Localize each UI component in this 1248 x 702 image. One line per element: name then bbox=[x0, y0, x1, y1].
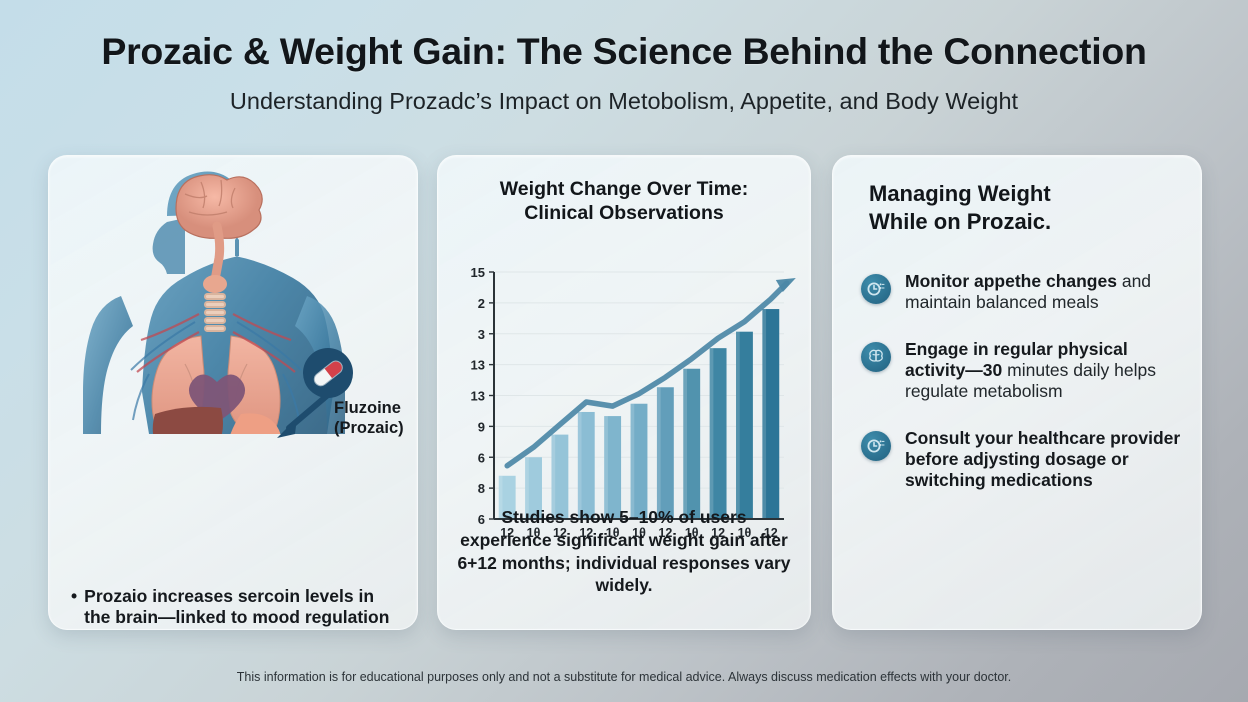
chart-bar bbox=[604, 416, 622, 519]
chart-y-tick-label: 15 bbox=[471, 265, 485, 280]
chart-bar bbox=[656, 387, 674, 519]
tip-text: Engage in regular physical activity—30 m… bbox=[905, 339, 1185, 403]
callout-label-line2: (Prozaic) bbox=[334, 419, 404, 438]
chart-trend-line bbox=[504, 280, 790, 469]
tip-text-bold: Engage in regular physical activity—30 bbox=[905, 338, 1128, 381]
card-mechanism: Fluzoine (Prozaic) • Prozaio increases s… bbox=[48, 155, 418, 630]
callout-label-line1: Fluzoine bbox=[334, 399, 401, 417]
chart-bar bbox=[525, 457, 542, 519]
management-tip-list: Monitor appethe changes and maintain bal… bbox=[861, 271, 1185, 517]
chart-x-tick-label: 1θ bbox=[606, 526, 620, 540]
chart-x-tick-label: 12 bbox=[711, 526, 725, 540]
tip-text-rest: and maintain balanced meals bbox=[905, 271, 1152, 313]
chart-x-tick-label: 1θ bbox=[527, 526, 541, 540]
chart-y-tick-label: 8 bbox=[478, 481, 485, 496]
bullet-text: Prozaio increases sercoin levels in the … bbox=[84, 586, 390, 629]
list-item: Monitor appethe changes and maintain bal… bbox=[861, 271, 1185, 314]
chart-bar bbox=[551, 434, 569, 519]
weight-change-bar-chart: 15 2 3 13 13 9 6 8 6 12 1θ 12 12 1θ 1θ 12 1θ 12 1θ 12 bbox=[452, 264, 796, 549]
chart-bar bbox=[709, 348, 727, 519]
tip-text-bold: Consult your healthcare provider before … bbox=[905, 427, 1181, 491]
chart-bar bbox=[762, 309, 780, 519]
callout-label: Fluzoine (Prozaic) bbox=[334, 398, 404, 438]
chart-bar bbox=[498, 475, 516, 519]
management-title: Managing Weight While on Prozaic. bbox=[869, 180, 1179, 235]
chart-x-tick-label: 12 bbox=[553, 526, 567, 540]
chart-x-tick-label: 1θ bbox=[738, 526, 752, 540]
callout-arrow-icon bbox=[277, 391, 332, 438]
page-title: Prozaic & Weight Gain: The Science Behin… bbox=[101, 30, 1147, 72]
pill-capsule-icon bbox=[303, 348, 353, 398]
list-item: Engage in regular physical activity—30 m… bbox=[861, 339, 1185, 403]
chart-x-tick-label: 12 bbox=[579, 526, 593, 540]
management-title-line1: Managing Weight bbox=[869, 181, 1051, 206]
chart-bar bbox=[736, 331, 753, 519]
mechanism-bullet-list: • Prozaio increases sercoin levels in th… bbox=[71, 586, 401, 629]
management-title-line2: While on Prozaic. bbox=[869, 208, 1052, 234]
chart-title: Weight Change Over Time: Clinical Observ… bbox=[456, 178, 792, 226]
human-anatomy-illustration bbox=[49, 164, 417, 473]
chart-trend-arrowhead bbox=[775, 278, 796, 293]
page-subtitle: Understanding Prozadc’s Impact on Metobo… bbox=[229, 88, 1019, 114]
card-management: Managing Weight While on Prozaic. Monito… bbox=[832, 155, 1202, 630]
chart-bar bbox=[630, 403, 648, 519]
tip-text: Consult your healthcare provider before … bbox=[905, 428, 1185, 492]
chart-bar bbox=[577, 411, 595, 519]
chart-caption: Studies show 5–10% of users experience s… bbox=[457, 507, 791, 596]
chart-title-line2: Clinical Observations bbox=[524, 201, 724, 224]
tip-text-bold: Monitor appethe changes bbox=[905, 271, 1117, 291]
chart-y-tick-label: 6 bbox=[478, 512, 485, 527]
tip-text: Monitor appethe changes and maintain bal… bbox=[905, 271, 1185, 314]
tip-text-rest: minutes daily helps regulate metabolism bbox=[905, 360, 1156, 402]
chart-y-tick-label: 9 bbox=[478, 419, 485, 434]
clock-checklist-icon bbox=[861, 274, 891, 304]
brain-icon bbox=[861, 341, 891, 372]
chart-bar bbox=[683, 368, 701, 519]
list-item: • Prozaio increases sercoin levels in th… bbox=[71, 586, 401, 629]
list-item: Consult your healthcare provider before … bbox=[861, 428, 1185, 492]
chart-x-tick-label: 1θ bbox=[632, 526, 646, 540]
chart-x-tick-label: 1θ bbox=[685, 526, 699, 540]
chart-y-tick-label: 6 bbox=[478, 450, 485, 465]
chart-title-line1: Weight Change Over Time: bbox=[499, 178, 749, 200]
footer-disclaimer: This information is for educational purp… bbox=[236, 670, 1012, 684]
chart-y-tick-label: 13 bbox=[471, 389, 485, 404]
pill-callout-badge bbox=[301, 346, 355, 400]
bullet-marker-icon: • bbox=[71, 586, 78, 606]
chart-y-tick-label: 2 bbox=[478, 296, 485, 311]
chart-y-tick-label: 3 bbox=[478, 327, 485, 342]
chart-x-tick-label: 12 bbox=[500, 526, 514, 540]
chart-x-tick-label: 12 bbox=[764, 526, 778, 540]
card-chart: Weight Change Over Time: Clinical Observ… bbox=[437, 155, 811, 630]
chart-y-tick-label: 13 bbox=[471, 358, 485, 373]
clock-checklist-icon bbox=[861, 430, 891, 461]
chart-x-tick-label: 12 bbox=[658, 526, 672, 540]
